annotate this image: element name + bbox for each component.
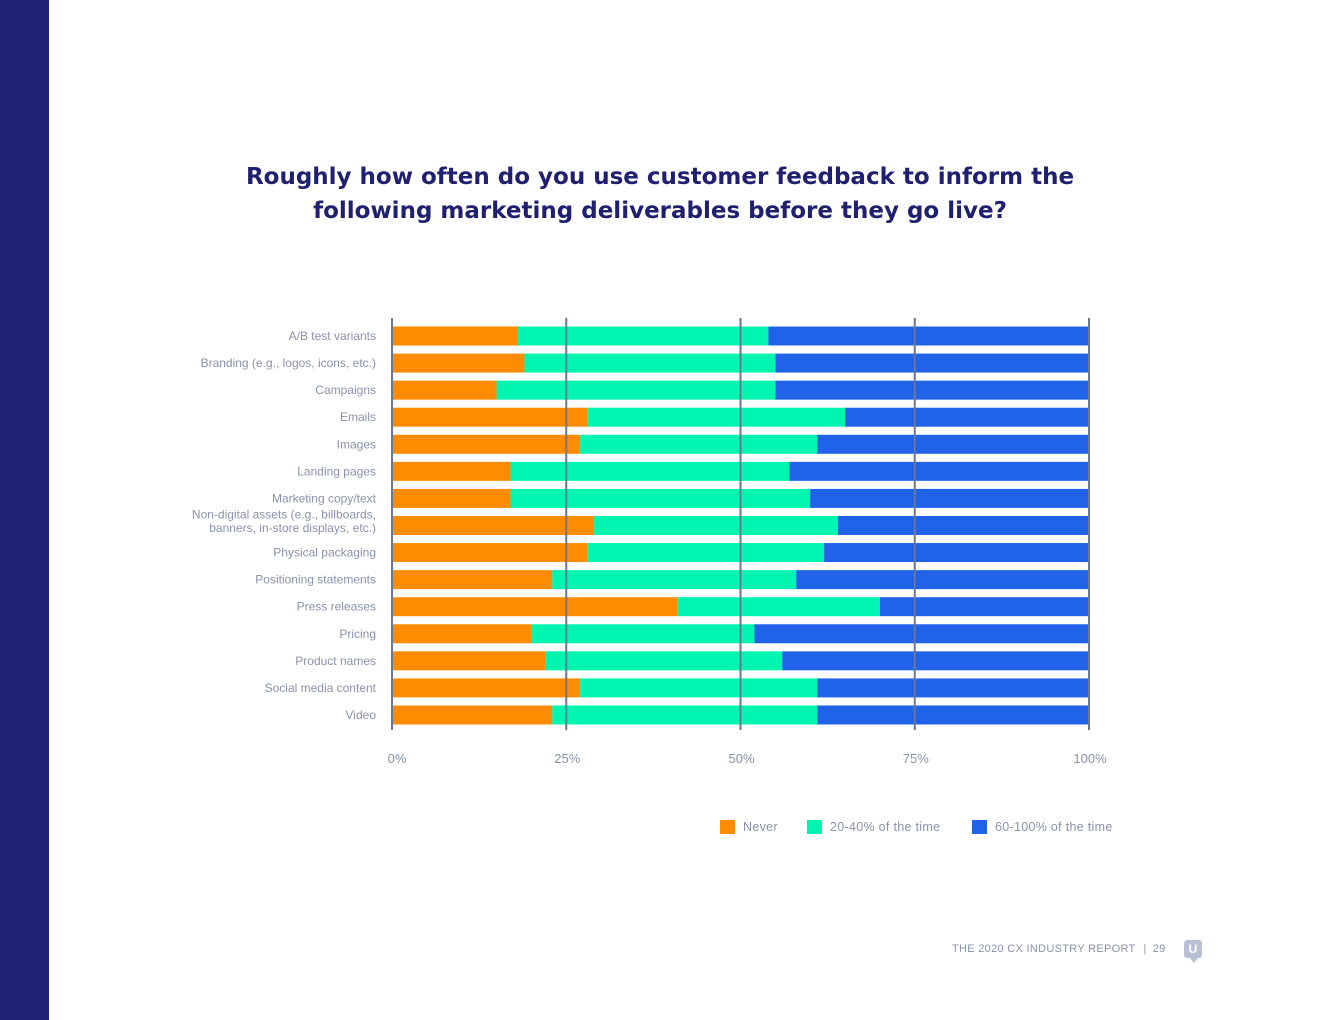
bar-segment	[587, 407, 846, 427]
bar-segment	[496, 380, 776, 400]
legend-label: 20-40% of the time	[830, 820, 940, 834]
category-label: Product names	[295, 654, 376, 668]
x-tick-label: 75%	[903, 751, 929, 766]
legend-label: 60-100% of the time	[995, 820, 1113, 834]
bar-segment	[810, 488, 1089, 508]
bar-segment	[879, 597, 1089, 617]
category-label: Press releases	[297, 600, 376, 614]
bar-segment	[392, 326, 518, 346]
bar-segment	[392, 624, 532, 644]
bar-segment	[789, 461, 1089, 481]
category-label: Positioning statements	[255, 573, 376, 587]
category-label: Landing pages	[297, 464, 376, 478]
bar-segment	[580, 434, 818, 454]
bar-segment	[545, 651, 783, 671]
bar-segment	[392, 570, 553, 590]
category-label: Video	[346, 708, 377, 722]
bar-segment	[510, 461, 790, 481]
category-label: Campaigns	[315, 383, 376, 397]
category-label: Non-digital assets (e.g., billboards,	[192, 508, 376, 522]
category-label: banners, in-store displays, etc.)	[209, 521, 376, 535]
category-label: Marketing copy/text	[272, 491, 377, 505]
bar-segment	[838, 515, 1089, 535]
category-label: Images	[337, 437, 376, 451]
bar-segment	[552, 570, 797, 590]
bar-segment	[587, 543, 825, 563]
chart-title-line-1: Roughly how often do you use customer fe…	[245, 164, 1075, 190]
bar-segment	[824, 543, 1089, 563]
chart-title: Roughly how often do you use customer fe…	[160, 160, 1160, 228]
bar-segment	[580, 678, 818, 698]
legend-swatch	[720, 820, 735, 834]
x-tick-label: 100%	[1073, 751, 1107, 766]
x-tick-label: 50%	[728, 751, 754, 766]
bar-segment	[392, 488, 511, 508]
bar-segment	[754, 624, 1089, 644]
bar-segment	[510, 488, 811, 508]
footer-separator: |	[1143, 943, 1147, 955]
category-label: Physical packaging	[273, 546, 376, 560]
bar-segment	[775, 380, 1089, 400]
side-band	[0, 0, 49, 1020]
bar-segment	[392, 543, 588, 563]
bar-segment	[817, 434, 1089, 454]
bar-segment	[775, 353, 1089, 373]
category-label: Social media content	[265, 681, 377, 695]
bar-segment	[392, 678, 581, 698]
bar-segment	[517, 326, 769, 346]
bar-segment	[531, 624, 755, 644]
footer: THE 2020 CX INDUSTRY REPORT | 29	[952, 943, 1166, 955]
bar-segment	[594, 515, 839, 535]
category-label: Branding (e.g., logos, icons, etc.)	[201, 356, 376, 370]
bar-segment	[796, 570, 1089, 590]
bar-segment	[845, 407, 1089, 427]
legend-label: Never	[743, 820, 778, 834]
x-tick-label: 0%	[388, 751, 407, 766]
u-chat-bubble-icon: U	[1184, 940, 1202, 963]
bar-segment	[392, 461, 511, 481]
bar-segment	[392, 434, 581, 454]
bar-segment	[392, 705, 553, 725]
bar-segment	[392, 515, 595, 535]
bar-segment	[817, 678, 1089, 698]
bar-segment	[392, 597, 678, 617]
legend-swatch	[807, 820, 822, 834]
bar-segment	[782, 651, 1089, 671]
category-label: Pricing	[339, 627, 376, 641]
report-name: THE 2020 CX INDUSTRY REPORT	[952, 943, 1136, 955]
bar-segment	[392, 353, 525, 373]
logo-letter: U	[1188, 942, 1198, 956]
bar-segment	[392, 380, 497, 400]
category-label: Emails	[340, 410, 376, 424]
bar-segment	[524, 353, 776, 373]
bar-segment	[768, 326, 1089, 346]
bar-segment	[677, 597, 880, 617]
category-label: A/B test variants	[289, 329, 376, 343]
x-tick-label: 25%	[554, 751, 580, 766]
bar-segment	[392, 651, 546, 671]
legend-swatch	[972, 820, 987, 834]
bar-segment	[392, 407, 588, 427]
bar-segment	[817, 705, 1089, 725]
page-number: 29	[1152, 943, 1166, 955]
bar-segment	[552, 705, 818, 725]
chart-title-line-2: following marketing deliverables before …	[313, 198, 1007, 224]
